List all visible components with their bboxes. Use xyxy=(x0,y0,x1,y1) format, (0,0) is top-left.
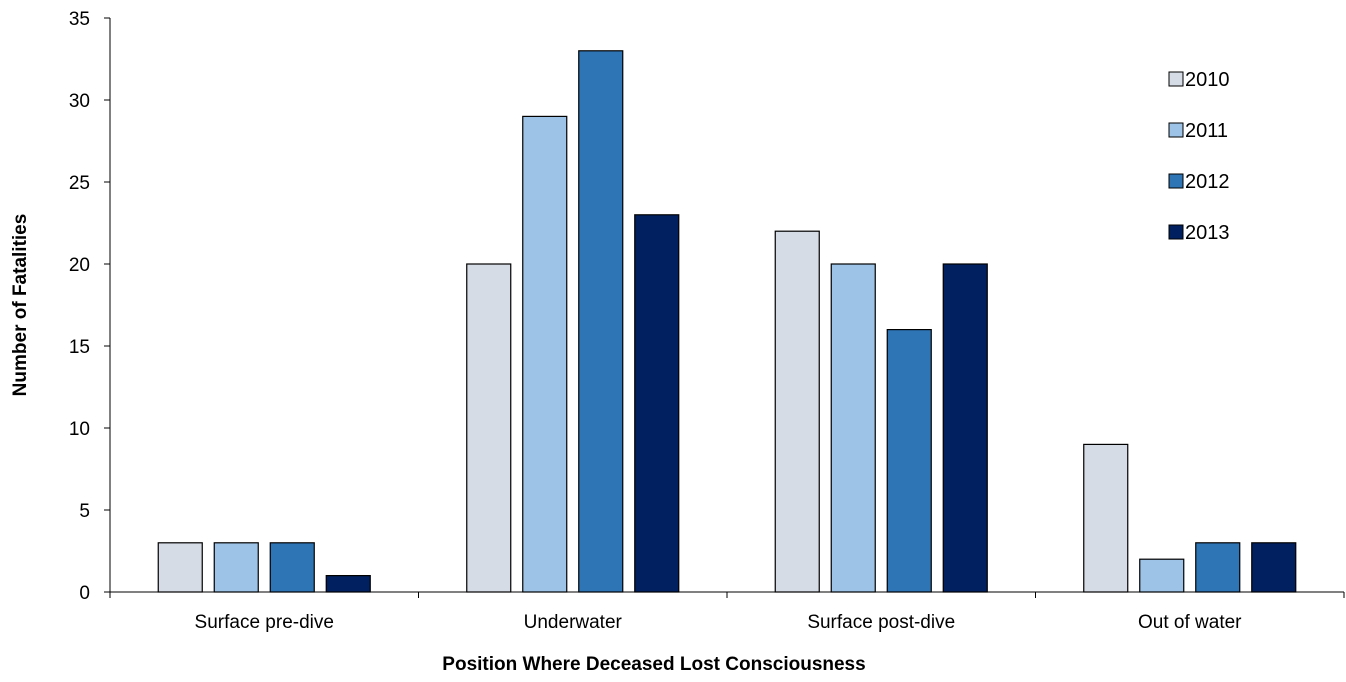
y-tick-label: 0 xyxy=(79,583,90,604)
bar xyxy=(213,542,259,593)
bar xyxy=(157,542,203,593)
y-tick-label: 25 xyxy=(69,173,90,194)
y-axis-title: Number of Fatalities xyxy=(10,214,31,397)
legend-swatch xyxy=(1168,224,1184,240)
x-category-label: Surface pre-dive xyxy=(195,612,334,633)
y-tick-label: 35 xyxy=(69,9,90,30)
bar xyxy=(578,50,624,593)
legend-label: 2011 xyxy=(1185,120,1228,142)
bar xyxy=(466,263,512,593)
y-tick-label: 10 xyxy=(69,419,90,440)
y-axis-tick-labels: 0 5 10 15 20 25 30 35 xyxy=(69,9,90,604)
legend-label: 2010 xyxy=(1185,69,1230,91)
y-tick-label: 30 xyxy=(69,91,90,112)
bar xyxy=(269,542,315,593)
legend-label: 2013 xyxy=(1185,222,1230,244)
legend: 2010 2011 2012 2013 xyxy=(1168,69,1230,244)
bar xyxy=(1083,443,1129,593)
bar xyxy=(522,115,568,593)
bars xyxy=(157,50,1297,593)
y-axis-ticks xyxy=(104,17,110,593)
bar xyxy=(774,230,820,593)
y-tick-label: 5 xyxy=(79,501,90,522)
bar xyxy=(830,263,876,593)
x-category-label: Underwater xyxy=(524,612,623,633)
legend-swatch xyxy=(1168,71,1184,87)
bar xyxy=(942,263,988,593)
y-tick-label: 15 xyxy=(69,337,90,358)
bar xyxy=(886,329,932,593)
x-category-label: Out of water xyxy=(1138,612,1242,633)
bar xyxy=(1195,542,1241,593)
x-axis-title: Position Where Deceased Lost Consciousne… xyxy=(442,654,865,675)
y-tick-label: 20 xyxy=(69,255,90,276)
axes xyxy=(109,18,1344,593)
legend-label: 2012 xyxy=(1185,171,1230,193)
legend-swatch xyxy=(1168,173,1184,189)
bar xyxy=(1139,558,1185,593)
bar xyxy=(1251,542,1297,593)
legend-swatch xyxy=(1168,122,1184,138)
x-category-label: Surface post-dive xyxy=(807,612,955,633)
bar xyxy=(634,214,680,593)
bar xyxy=(325,574,371,593)
x-axis-ticks xyxy=(109,592,1345,598)
x-axis-category-labels: Surface pre-dive Underwater Surface post-d… xyxy=(195,612,1243,633)
